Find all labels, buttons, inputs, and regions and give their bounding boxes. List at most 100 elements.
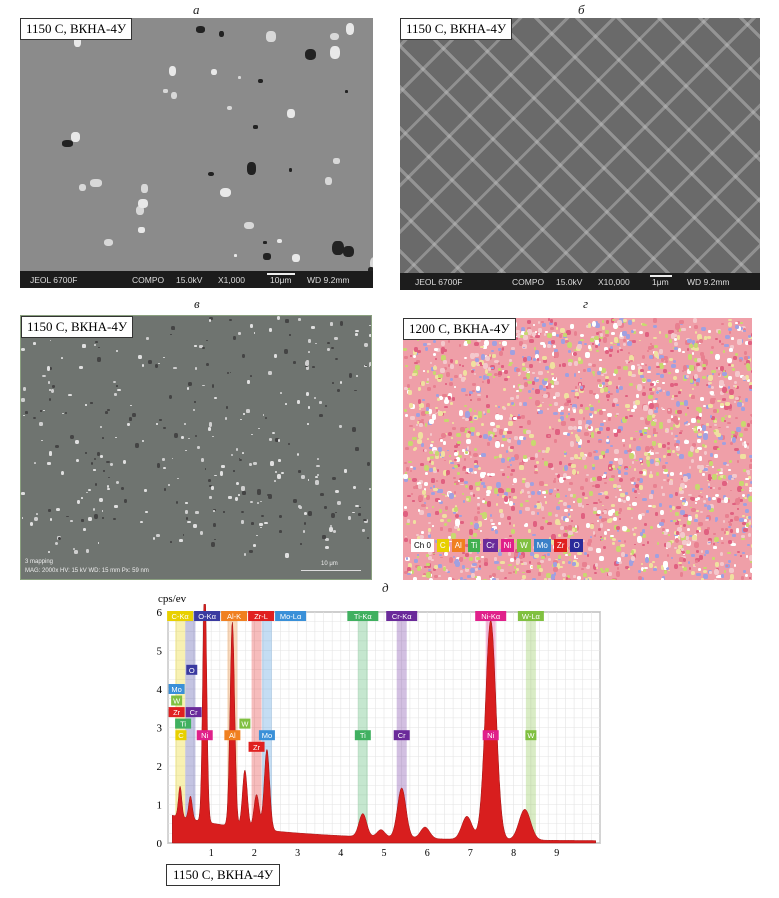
texture-particle: [228, 496, 232, 499]
texture-particle: [490, 350, 495, 353]
texture-particle: [690, 507, 696, 513]
texture-particle: [593, 506, 597, 512]
texture-particle: [633, 329, 636, 331]
texture-particle: [705, 384, 710, 387]
texture-particle: [96, 452, 101, 457]
texture-particle: [635, 459, 639, 462]
texture-particle: [510, 413, 513, 417]
texture-particle: [515, 568, 519, 572]
texture-particle: [542, 378, 548, 385]
texture-particle: [70, 132, 80, 142]
texture-particle: [279, 391, 282, 394]
texture-particle: [355, 374, 359, 378]
texture-particle: [607, 380, 613, 385]
texture-particle: [674, 342, 679, 347]
texture-particle: [646, 463, 651, 468]
texture-particle: [534, 464, 538, 468]
texture-particle: [477, 363, 481, 367]
texture-particle: [110, 463, 114, 466]
texture-particle: [486, 493, 490, 497]
texture-particle: [50, 389, 55, 394]
texture-particle: [607, 398, 610, 401]
texture-particle: [502, 369, 505, 372]
texture-particle: [35, 512, 38, 515]
texture-particle: [568, 426, 573, 431]
texture-particle: [299, 543, 302, 545]
legend-item-cr: Cr: [483, 539, 498, 552]
texture-particle: [208, 478, 212, 482]
texture-particle: [497, 348, 501, 351]
texture-particle: [603, 530, 608, 535]
texture-particle: [694, 484, 700, 491]
texture-particle: [636, 477, 640, 482]
texture-particle: [705, 404, 709, 410]
texture-particle: [704, 518, 709, 522]
texture-particle: [666, 453, 671, 457]
texture-particle: [241, 452, 244, 455]
texture-particle: [548, 537, 552, 541]
texture-particle: [680, 510, 686, 516]
texture-particle: [426, 407, 429, 411]
texture-particle: [478, 560, 481, 564]
texture-particle: [569, 441, 575, 447]
texture-particle: [369, 324, 371, 327]
texture-particle: [472, 382, 477, 387]
texture-particle: [458, 409, 464, 416]
texture-particle: [621, 416, 627, 423]
texture-particle: [706, 423, 709, 426]
texture-particle: [229, 318, 232, 321]
texture-particle: [534, 453, 539, 458]
texture-particle: [640, 460, 643, 463]
texture-particle: [299, 506, 302, 509]
texture-particle: [631, 450, 636, 455]
texture-particle: [491, 340, 497, 346]
texture-particle: [507, 439, 511, 443]
texture-particle: [264, 417, 268, 420]
texture-particle: [459, 514, 462, 517]
texture-particle: [678, 519, 681, 522]
texture-particle: [451, 532, 456, 539]
texture-particle: [696, 416, 701, 421]
texture-particle: [292, 254, 301, 263]
texture-particle: [453, 555, 456, 559]
texture-particle: [445, 505, 449, 510]
texture-particle: [746, 478, 749, 481]
texture-particle: [631, 481, 635, 484]
texture-particle: [614, 414, 618, 418]
texture-particle: [406, 467, 410, 471]
texture-particle: [625, 360, 629, 363]
texture-particle: [429, 443, 434, 447]
texture-particle: [412, 373, 417, 377]
y-tick-label: 3: [157, 723, 163, 735]
texture-particle: [524, 524, 529, 528]
texture-particle: [632, 404, 638, 410]
texture-particle: [463, 457, 466, 461]
texture-particle: [85, 403, 87, 406]
texture-particle: [731, 436, 737, 443]
texture-particle: [518, 402, 523, 407]
texture-particle: [612, 541, 616, 545]
texture-particle: [445, 372, 450, 377]
texture-particle: [727, 421, 732, 425]
texture-particle: [734, 416, 739, 420]
texture-particle: [710, 477, 714, 479]
texture-particle: [469, 522, 474, 525]
texture-particle: [623, 443, 626, 447]
texture-particle: [500, 444, 505, 447]
texture-particle: [495, 503, 499, 506]
texture-particle: [670, 415, 674, 419]
texture-particle: [544, 377, 549, 381]
texture-particle: [532, 332, 536, 337]
legend-item-al: Al: [451, 539, 465, 552]
texture-particle: [529, 363, 534, 369]
texture-particle: [464, 411, 470, 418]
texture-particle: [555, 513, 558, 517]
texture-particle: [524, 368, 529, 372]
texture-particle: [633, 331, 636, 334]
texture-particle: [634, 526, 637, 530]
texture-particle: [521, 460, 525, 463]
texture-particle: [700, 397, 704, 401]
texture-particle: [730, 345, 735, 349]
texture-particle: [440, 556, 443, 559]
texture-particle: [456, 464, 460, 467]
